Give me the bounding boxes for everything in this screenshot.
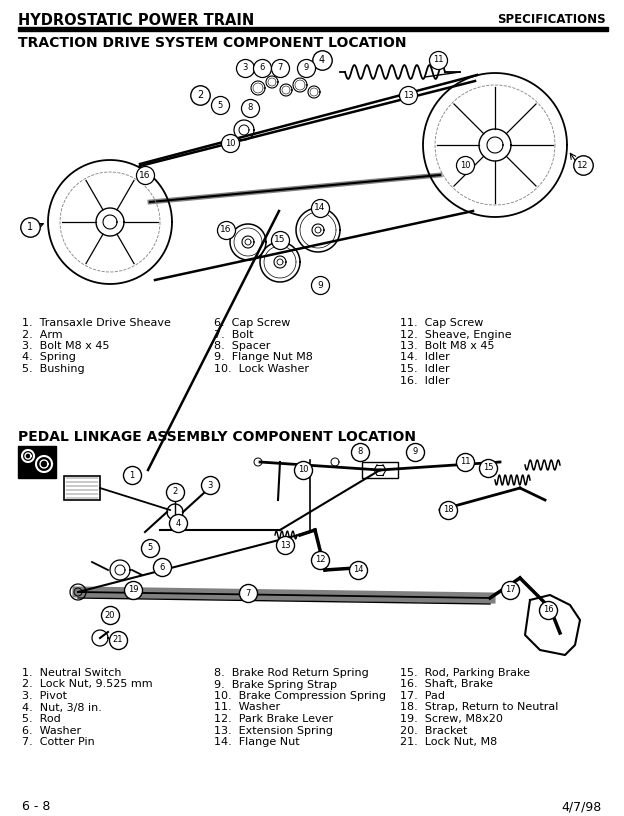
Text: 21.  Lock Nut, M8: 21. Lock Nut, M8 bbox=[400, 737, 497, 747]
Text: 18: 18 bbox=[442, 505, 453, 515]
Text: 12: 12 bbox=[314, 556, 325, 565]
Text: 15.  Rod, Parking Brake: 15. Rod, Parking Brake bbox=[400, 668, 530, 678]
Text: 4.  Nut, 3/8 in.: 4. Nut, 3/8 in. bbox=[22, 703, 102, 712]
Text: 1.  Transaxle Drive Sheave: 1. Transaxle Drive Sheave bbox=[22, 318, 171, 328]
Text: 11.  Washer: 11. Washer bbox=[214, 703, 280, 712]
Text: PEDAL LINKAGE ASSEMBLY COMPONENT LOCATION: PEDAL LINKAGE ASSEMBLY COMPONENT LOCATIO… bbox=[18, 430, 416, 444]
Text: 6.  Washer: 6. Washer bbox=[22, 725, 81, 735]
Text: 14.  Flange Nut: 14. Flange Nut bbox=[214, 737, 300, 747]
Text: 1: 1 bbox=[27, 222, 33, 232]
Text: 15: 15 bbox=[483, 463, 493, 472]
Text: 4/7/98: 4/7/98 bbox=[562, 800, 602, 813]
Text: 19.  Screw, M8x20: 19. Screw, M8x20 bbox=[400, 714, 503, 724]
Text: 13.  Extension Spring: 13. Extension Spring bbox=[214, 725, 333, 735]
Text: 12: 12 bbox=[577, 161, 588, 170]
Text: 3: 3 bbox=[242, 64, 248, 73]
Text: 10: 10 bbox=[460, 161, 470, 170]
Text: 10: 10 bbox=[298, 465, 308, 474]
Text: SPECIFICATIONS: SPECIFICATIONS bbox=[497, 13, 606, 26]
Text: 2: 2 bbox=[172, 487, 178, 496]
Text: 16.  Shaft, Brake: 16. Shaft, Brake bbox=[400, 680, 493, 690]
Text: 12.  Sheave, Engine: 12. Sheave, Engine bbox=[400, 330, 512, 339]
Text: 9.  Flange Nut M8: 9. Flange Nut M8 bbox=[214, 353, 313, 362]
Text: 1: 1 bbox=[129, 471, 135, 480]
Text: 5: 5 bbox=[147, 543, 153, 552]
Text: HYDROSTATIC POWER TRAIN: HYDROSTATIC POWER TRAIN bbox=[18, 13, 254, 28]
Text: 14: 14 bbox=[314, 203, 326, 212]
Text: 20: 20 bbox=[105, 610, 115, 619]
Text: 3.  Pivot: 3. Pivot bbox=[22, 691, 67, 701]
Text: 6: 6 bbox=[159, 562, 165, 571]
Text: 17: 17 bbox=[505, 586, 515, 595]
Text: 6.  Cap Screw: 6. Cap Screw bbox=[214, 318, 290, 328]
Text: 20.  Bracket: 20. Bracket bbox=[400, 725, 467, 735]
Text: 7.  Cotter Pin: 7. Cotter Pin bbox=[22, 737, 95, 747]
Text: 21: 21 bbox=[113, 636, 124, 645]
Text: 4: 4 bbox=[175, 518, 180, 527]
Text: 5.  Rod: 5. Rod bbox=[22, 714, 61, 724]
Text: 15: 15 bbox=[275, 236, 286, 245]
Text: 7.  Bolt: 7. Bolt bbox=[214, 330, 253, 339]
Text: 10: 10 bbox=[225, 139, 235, 148]
Text: 13.  Bolt M8 x 45: 13. Bolt M8 x 45 bbox=[400, 341, 494, 351]
Text: 2.  Lock Nut, 9.525 mm: 2. Lock Nut, 9.525 mm bbox=[22, 680, 153, 690]
Text: 1.  Neutral Switch: 1. Neutral Switch bbox=[22, 668, 122, 678]
Text: 7: 7 bbox=[245, 588, 251, 597]
Text: 3: 3 bbox=[207, 481, 213, 490]
Text: 16.  Idler: 16. Idler bbox=[400, 375, 450, 385]
Text: 16: 16 bbox=[543, 605, 553, 614]
Text: 7: 7 bbox=[277, 64, 283, 73]
Text: 8: 8 bbox=[358, 447, 363, 456]
Text: 4.  Spring: 4. Spring bbox=[22, 353, 76, 362]
Text: 10.  Brake Compression Spring: 10. Brake Compression Spring bbox=[214, 691, 386, 701]
Text: 11: 11 bbox=[433, 55, 443, 64]
Text: 10.  Lock Washer: 10. Lock Washer bbox=[214, 364, 309, 374]
Text: 8: 8 bbox=[247, 104, 253, 113]
Text: 2.  Arm: 2. Arm bbox=[22, 330, 62, 339]
Text: 8.  Spacer: 8. Spacer bbox=[214, 341, 270, 351]
Text: 6: 6 bbox=[260, 64, 265, 73]
Text: 9: 9 bbox=[412, 447, 417, 456]
Text: 9: 9 bbox=[303, 64, 309, 73]
Text: 4: 4 bbox=[319, 55, 325, 65]
Bar bbox=[362, 462, 398, 478]
Text: 6 - 8: 6 - 8 bbox=[22, 800, 51, 813]
Text: 14.  Idler: 14. Idler bbox=[400, 353, 450, 362]
Text: 5.  Bushing: 5. Bushing bbox=[22, 364, 85, 374]
Text: 16: 16 bbox=[220, 225, 232, 234]
Text: 11.  Cap Screw: 11. Cap Screw bbox=[400, 318, 484, 328]
Text: 15.  Idler: 15. Idler bbox=[400, 364, 450, 374]
Text: 3.  Bolt M8 x 45: 3. Bolt M8 x 45 bbox=[22, 341, 109, 351]
Text: 16: 16 bbox=[139, 171, 151, 180]
Text: TRACTION DRIVE SYSTEM COMPONENT LOCATION: TRACTION DRIVE SYSTEM COMPONENT LOCATION bbox=[18, 36, 406, 50]
Text: 12.  Park Brake Lever: 12. Park Brake Lever bbox=[214, 714, 333, 724]
Text: 9.  Brake Spring Strap: 9. Brake Spring Strap bbox=[214, 680, 337, 690]
Text: 17.  Pad: 17. Pad bbox=[400, 691, 445, 701]
Text: 5: 5 bbox=[217, 100, 223, 109]
Text: 9: 9 bbox=[317, 281, 323, 290]
Bar bbox=[18, 27, 608, 31]
Text: 2: 2 bbox=[197, 90, 203, 100]
Bar bbox=[18, 446, 56, 478]
Bar bbox=[64, 476, 100, 500]
Text: 18.  Strap, Return to Neutral: 18. Strap, Return to Neutral bbox=[400, 703, 558, 712]
Text: 13: 13 bbox=[402, 91, 413, 100]
Text: 13: 13 bbox=[280, 540, 290, 549]
Text: 14: 14 bbox=[353, 565, 363, 574]
Text: 19: 19 bbox=[128, 586, 139, 595]
Text: 8.  Brake Rod Return Spring: 8. Brake Rod Return Spring bbox=[214, 668, 369, 678]
Text: 11: 11 bbox=[460, 458, 470, 467]
